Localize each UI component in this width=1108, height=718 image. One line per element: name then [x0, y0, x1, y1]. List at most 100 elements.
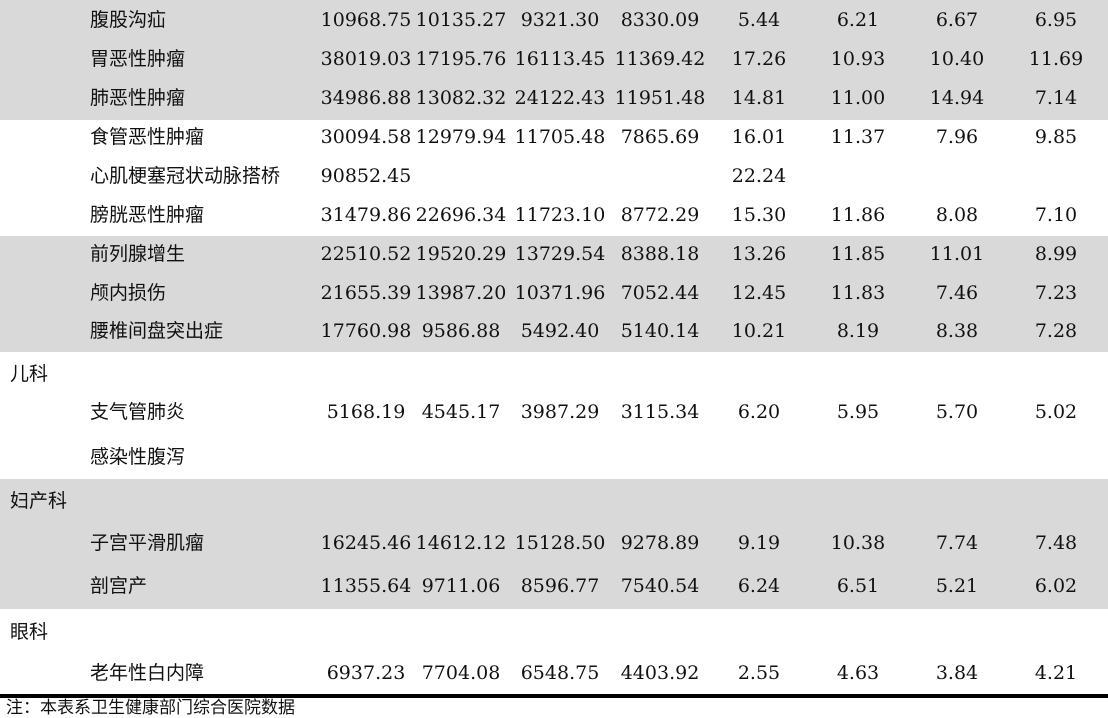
value-cell: 10.21	[731, 320, 787, 342]
value-cell: 9.19	[737, 532, 781, 554]
value-cell: 9586.88	[421, 320, 501, 342]
value-cell: 6937.23	[326, 662, 406, 684]
value-cell: 5.21	[935, 575, 979, 597]
value-cell: 7.96	[935, 126, 979, 148]
value-cell: 17.26	[731, 48, 787, 70]
value-cell: 5.70	[935, 401, 979, 423]
value-cell: 8.19	[836, 320, 880, 342]
value-cell: 4.21	[1034, 662, 1078, 684]
shaded-band-3	[0, 479, 1108, 609]
value-cell: 16.01	[731, 126, 787, 148]
value-cell: 10371.96	[514, 282, 606, 304]
value-cell: 12.45	[731, 282, 787, 304]
footnote: 注：本表系卫生健康部门综合医院数据	[6, 698, 295, 718]
value-cell: 15128.50	[514, 532, 606, 554]
value-cell: 3.84	[935, 662, 979, 684]
value-cell: 16113.45	[514, 48, 606, 70]
row-label: 胃恶性肿瘤	[90, 48, 186, 70]
value-cell: 13729.54	[514, 243, 606, 265]
value-cell: 11951.48	[614, 87, 706, 109]
row-label: 感染性腹泻	[90, 446, 186, 468]
value-cell: 30094.58	[320, 126, 412, 148]
value-cell: 90852.45	[320, 165, 412, 187]
value-cell: 14612.12	[415, 532, 507, 554]
value-cell: 21655.39	[320, 282, 412, 304]
category-label: 眼科	[10, 621, 49, 643]
value-cell: 11.85	[830, 243, 886, 265]
value-cell: 8330.09	[620, 9, 700, 31]
row-label: 颅内损伤	[90, 282, 167, 304]
value-cell: 31479.86	[320, 204, 412, 226]
value-cell: 10135.27	[415, 9, 507, 31]
value-cell: 7.28	[1034, 320, 1078, 342]
value-cell: 10.93	[830, 48, 886, 70]
value-cell: 7.10	[1034, 204, 1078, 226]
value-cell: 13082.32	[415, 87, 507, 109]
value-cell: 8772.29	[620, 204, 700, 226]
value-cell: 6.20	[737, 401, 781, 423]
value-cell: 7.74	[935, 532, 979, 554]
value-cell: 7704.08	[421, 662, 501, 684]
value-cell: 11355.64	[320, 575, 412, 597]
category-label: 儿科	[10, 363, 49, 385]
row-label: 前列腺增生	[90, 243, 186, 265]
value-cell: 24122.43	[514, 87, 606, 109]
value-cell: 3987.29	[520, 401, 600, 423]
value-cell: 19520.29	[415, 243, 507, 265]
value-cell: 22696.34	[415, 204, 507, 226]
value-cell: 6.24	[737, 575, 781, 597]
value-cell: 22510.52	[320, 243, 412, 265]
value-cell: 11.00	[830, 87, 886, 109]
row-label: 支气管肺炎	[90, 401, 186, 423]
value-cell: 17760.98	[320, 320, 412, 342]
value-cell: 11369.42	[614, 48, 706, 70]
value-cell: 6.95	[1034, 9, 1078, 31]
row-label: 腰椎间盘突出症	[90, 320, 224, 342]
value-cell: 7.23	[1034, 282, 1078, 304]
row-label: 肺恶性肿瘤	[90, 87, 186, 109]
row-label: 膀胱恶性肿瘤	[90, 204, 205, 226]
value-cell: 8.99	[1034, 243, 1078, 265]
value-cell: 9.85	[1034, 126, 1078, 148]
value-cell: 10.40	[929, 48, 985, 70]
value-cell: 11705.48	[514, 126, 606, 148]
value-cell: 5140.14	[620, 320, 700, 342]
value-cell: 13.26	[731, 243, 787, 265]
value-cell: 14.94	[929, 87, 985, 109]
value-cell: 5168.19	[326, 401, 406, 423]
value-cell: 7865.69	[620, 126, 700, 148]
value-cell: 4545.17	[421, 401, 501, 423]
value-cell: 4403.92	[620, 662, 700, 684]
value-cell: 38019.03	[320, 48, 412, 70]
value-cell: 15.30	[731, 204, 787, 226]
value-cell: 10968.75	[320, 9, 412, 31]
value-cell: 8.38	[935, 320, 979, 342]
shaded-band-1	[0, 0, 1108, 120]
row-label: 食管恶性肿瘤	[90, 126, 205, 148]
value-cell: 11.86	[830, 204, 886, 226]
value-cell: 4.63	[836, 662, 880, 684]
value-cell: 17195.76	[415, 48, 507, 70]
value-cell: 5.44	[737, 9, 781, 31]
value-cell: 11.69	[1028, 48, 1084, 70]
row-label: 心肌梗塞冠状动脉搭桥	[90, 165, 281, 187]
value-cell: 9711.06	[421, 575, 501, 597]
value-cell: 22.24	[731, 165, 787, 187]
value-cell: 8596.77	[520, 575, 600, 597]
value-cell: 7540.54	[620, 575, 700, 597]
value-cell: 5.95	[836, 401, 880, 423]
value-cell: 12979.94	[415, 126, 507, 148]
value-cell: 34986.88	[320, 87, 412, 109]
value-cell: 7052.44	[620, 282, 700, 304]
table-bottom-rule	[0, 694, 1108, 698]
value-cell: 13987.20	[415, 282, 507, 304]
value-cell: 9321.30	[520, 9, 600, 31]
value-cell: 6548.75	[520, 662, 600, 684]
value-cell: 7.14	[1034, 87, 1078, 109]
value-cell: 14.81	[731, 87, 787, 109]
value-cell: 9278.89	[620, 532, 700, 554]
value-cell: 16245.46	[320, 532, 412, 554]
value-cell: 3115.34	[620, 401, 700, 423]
row-label: 腹股沟疝	[90, 9, 167, 31]
value-cell: 7.48	[1034, 532, 1078, 554]
